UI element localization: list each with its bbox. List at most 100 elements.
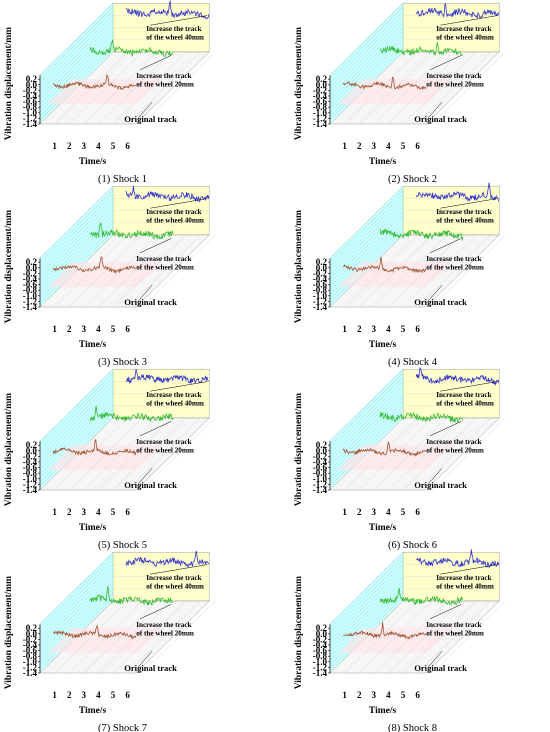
side-hatch	[39, 568, 114, 641]
floor-grid-line	[69, 600, 143, 674]
side-hatch	[39, 381, 114, 454]
label-original: Original track	[124, 114, 177, 124]
side-hatch	[39, 377, 114, 450]
side-hatch	[329, 190, 404, 263]
side-hatch	[329, 23, 404, 96]
floor-grid-line	[329, 234, 404, 308]
y-tick-label: 0.0	[316, 446, 328, 456]
x-tick-label: 1	[52, 690, 57, 700]
side-hatch	[329, 373, 404, 446]
floor-grid-line	[39, 51, 114, 125]
side-hatch	[329, 580, 404, 653]
label-w20: of the wheel 20mm	[136, 80, 194, 88]
label-w20: of the wheel 20mm	[426, 446, 484, 454]
leader-line	[430, 55, 462, 71]
side-hatch	[329, 552, 404, 625]
label-w20: Increase the track	[426, 438, 481, 446]
label-original: Original track	[414, 297, 467, 307]
floor-grid-line	[417, 600, 491, 674]
floor-grid-line	[69, 417, 143, 491]
y-tick-label: -0.4	[23, 274, 38, 284]
floor-grid-line	[83, 600, 157, 674]
label-w20: Increase the track	[426, 72, 481, 80]
x-tick-label: 6	[415, 507, 420, 517]
x-tick-label: 3	[82, 507, 87, 517]
side-hatch	[329, 564, 404, 637]
label-w40: Increase the track	[436, 25, 491, 33]
side-hatch	[39, 198, 114, 271]
line-original	[52, 256, 137, 274]
leader-line	[140, 238, 172, 254]
line-w40	[415, 367, 500, 386]
leader-line	[140, 604, 172, 620]
label-original: Original track	[414, 114, 467, 124]
y-tick-label: -0.2	[313, 85, 328, 95]
y-tick-label: -1.2	[23, 479, 38, 489]
leader-line	[430, 238, 462, 254]
x-tick-label: 6	[415, 690, 420, 700]
x-tick-label: 2	[67, 507, 72, 517]
side-hatch	[329, 35, 404, 108]
floor-grid-line	[98, 51, 172, 125]
side-hatch	[329, 393, 404, 466]
x-tick-label: 2	[357, 324, 362, 334]
x-tick-label: 6	[415, 324, 420, 334]
y-tick-label: -1.2	[23, 662, 38, 672]
label-w20: Increase the track	[136, 438, 191, 446]
side-hatch	[329, 584, 404, 657]
leader-line	[140, 55, 172, 71]
panel-shock-5: 0.20.0-0.2-0.4-0.6-0.8-1.0-1.2-1.4 1 2 3 4 5 6…	[4, 368, 216, 551]
side-hatch	[329, 377, 404, 450]
y-tick-label: -0.4	[313, 91, 328, 101]
y-tick-label: -1.4	[23, 302, 38, 312]
y-tick-label: -0.2	[313, 634, 328, 644]
y-tick-label: -0.2	[313, 268, 328, 278]
y-tick-label: 0.2	[316, 257, 328, 267]
x-tick-label: 5	[111, 690, 116, 700]
label-original: Original track	[124, 480, 177, 490]
x-tick-label: 4	[96, 507, 101, 517]
y-tick-label: -0.2	[23, 634, 38, 644]
x-tick-label: 3	[82, 324, 87, 334]
panel-caption: (6) Shock 6	[388, 540, 437, 551]
side-hatch	[329, 186, 404, 259]
floor-grid-line	[388, 600, 462, 674]
line-original	[52, 74, 136, 91]
floor-grid-line	[373, 234, 447, 308]
y-tick-label: -0.8	[313, 651, 328, 661]
y-tick-label: -0.8	[313, 285, 328, 295]
floor-grid-line	[83, 234, 157, 308]
side-hatch	[39, 218, 114, 291]
line-original	[342, 76, 427, 91]
x-tick-label: 3	[372, 141, 377, 151]
panel-shock-6: 0.20.0-0.2-0.4-0.6-0.8-1.0-1.2-1.4 1 2 3 4 5 6…	[294, 367, 506, 551]
y-tick-label: -1.0	[23, 474, 38, 484]
y-tick-label: -0.2	[313, 451, 328, 461]
floor-grid-line	[402, 234, 477, 308]
y-tick-label: -1.2	[313, 662, 328, 672]
label-w20: Increase the track	[136, 72, 191, 80]
floor-grid-line	[83, 417, 157, 491]
x-tick-label: 3	[82, 141, 87, 151]
label-w40: Increase the track	[436, 574, 491, 582]
x-tick-label: 4	[96, 141, 101, 151]
side-hatch	[329, 560, 404, 633]
floor-grid-line	[359, 417, 433, 491]
side-hatch	[329, 194, 404, 267]
y-tick-label: -1.4	[313, 302, 328, 312]
x-tick-label: 6	[125, 690, 130, 700]
x-tick-label: 3	[372, 690, 377, 700]
y-axis-label: Vibration displacement/mm	[294, 576, 304, 689]
label-w40: Increase the track	[146, 574, 201, 582]
y-tick-label: -1.4	[23, 119, 38, 129]
side-hatch	[39, 19, 114, 92]
x-tick-label: 1	[342, 324, 347, 334]
floor-grid-line	[54, 417, 128, 491]
label-w40: Increase the track	[146, 391, 201, 399]
y-tick-label: -1.4	[313, 668, 328, 678]
side-hatch	[39, 35, 114, 108]
side-hatch	[329, 222, 404, 295]
label-w40: Increase the track	[436, 208, 491, 216]
y-tick-label: 0.0	[316, 263, 328, 273]
leader-line	[150, 564, 208, 575]
